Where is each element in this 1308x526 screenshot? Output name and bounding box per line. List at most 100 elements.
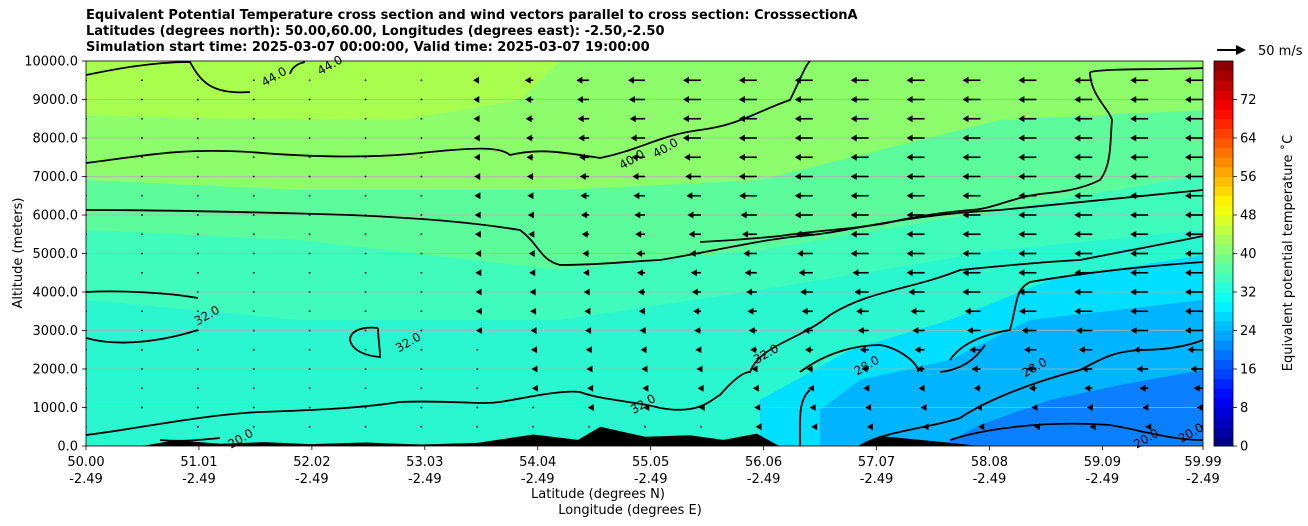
wind-vector-22 [141,406,143,409]
wind-vector-28 [476,406,479,409]
wind-vector-202 [797,250,813,257]
wind-vector-373 [962,96,981,103]
wind-vector-16 [978,423,985,431]
colorbar: 0 8 16 24 32 40 48 56 64 72 Equivalent potential … [1213,60,1296,455]
wind-vector-318 [252,137,255,139]
wind-vector-221 [688,230,701,238]
wind-vector-152 [364,291,367,293]
colorbar-tick-label-5: 40 [1240,247,1257,262]
wind-vector-177 [583,269,590,277]
wind-vector-244 [794,211,813,219]
wind-vector-97 [804,346,813,354]
wind-vector-5 [364,425,367,428]
wind-vector-289 [962,173,981,180]
wind-vector-114 [585,327,592,334]
wind-vector-351 [906,115,925,123]
colorbar-band-1 [1214,426,1233,437]
colorbar-band-18 [1214,263,1233,274]
wind-vector-96 [750,346,757,354]
wind-vector-14 [866,423,873,431]
wind-vector-186 [1074,269,1093,277]
x-axis-ticks: 50.00 -2.49 51.01 -2.49 52.02 -2.49 53.03 -2.49… [67,446,1222,487]
wind-vector-106 [141,329,143,332]
wind-vector-40 [1142,404,1149,411]
wind-vector-125 [1185,327,1203,334]
wind-vector-135 [584,307,591,315]
wind-vector-68 [364,368,367,370]
wind-vector-162 [908,288,925,296]
wind-vector-332 [1018,134,1037,142]
wind-vector-241 [634,211,646,219]
colorbar-label: Equivalent potential temperature ˚C [1280,135,1296,371]
wind-vector-95 [695,346,702,354]
colorbar-tick-label-6: 48 [1240,209,1257,224]
wind-vector-195 [420,252,423,255]
wind-vector-348 [738,115,757,123]
wind-vector-74 [696,365,703,373]
wind-vector-288 [906,173,925,180]
wind-vector-11 [700,425,702,428]
colorbar-tick-label-2: 16 [1240,363,1257,378]
wind-vector-392 [850,76,869,84]
wind-vector-15 [922,423,929,431]
wind-vector-308 [850,153,869,161]
wind-vector-161 [854,288,869,296]
wind-vector-234 [252,214,255,216]
wind-vector-13 [811,423,818,431]
wind-vector-142 [964,307,981,315]
wind-vector-349 [794,115,813,123]
wind-vector-359 [196,98,199,101]
wind-vector-151 [308,291,311,293]
wind-vector-362 [364,98,367,101]
wind-vector-365 [525,96,534,103]
wind-vector-287 [850,173,869,180]
wind-vector-150 [252,291,255,293]
wind-vector-227 [1018,230,1037,238]
wind-vector-49 [476,387,479,390]
y-axis-ticks: 0.0 1000.0 2000.0 3000.0 4000.0 5000.0 6000.0 7… [24,55,86,455]
wind-vector-155 [529,288,536,296]
x-axis-label-line1: Latitude (degrees N) [531,487,665,502]
field-region-top-warmest [86,61,560,120]
wind-vector-71 [531,365,538,373]
wind-vector-267 [906,192,925,200]
y-tick-label-7: 7000.0 [33,170,79,185]
wind-vector-38 [1031,404,1038,411]
colorbar-band-32 [1214,128,1233,139]
wind-vector-291 [1074,173,1093,180]
wind-vector-397 [1130,76,1149,84]
wind-vector-51 [587,384,594,392]
wind-vector-48 [420,387,423,390]
colorbar-tick-label-7: 56 [1240,170,1257,185]
wind-vector-257 [364,194,367,197]
x-tick-lat-10: 59.99 [1184,455,1221,470]
wind-vector-281 [526,173,534,180]
wind-vector-356 [1185,115,1203,123]
wind-vector-104 [1187,346,1203,354]
wind-vector-200 [689,250,701,257]
x-tick-lon-9: -2.49 [1086,472,1120,487]
wind-vector-205 [962,250,981,257]
wind-vector-353 [1018,115,1037,123]
wind-vector-64 [141,368,143,370]
colorbar-band-21 [1214,234,1233,245]
wind-vector-103 [1133,346,1149,354]
wind-vector-305 [684,153,701,161]
y-tick-label-2: 2000.0 [33,363,79,378]
wind-vector-249 [1074,211,1093,219]
wind-vector-23 [196,406,199,409]
wind-vector-274 [141,175,143,178]
wind-vector-240 [581,211,590,219]
colorbar-band-14 [1214,301,1233,312]
colorbar-band-6 [1214,378,1233,389]
wind-vector-179 [690,269,701,277]
wind-vector-160 [800,288,813,296]
x-tick-lon-10: -2.49 [1186,472,1220,487]
wind-vector-181 [798,269,813,277]
wind-vector-324 [578,134,590,142]
wind-vector-277 [308,175,311,178]
colorbar-band-10 [1214,340,1233,351]
chart-title-line-3: Simulation start time: 2025-03-07 00:00:… [86,40,650,55]
wind-vector-82 [1136,365,1149,373]
